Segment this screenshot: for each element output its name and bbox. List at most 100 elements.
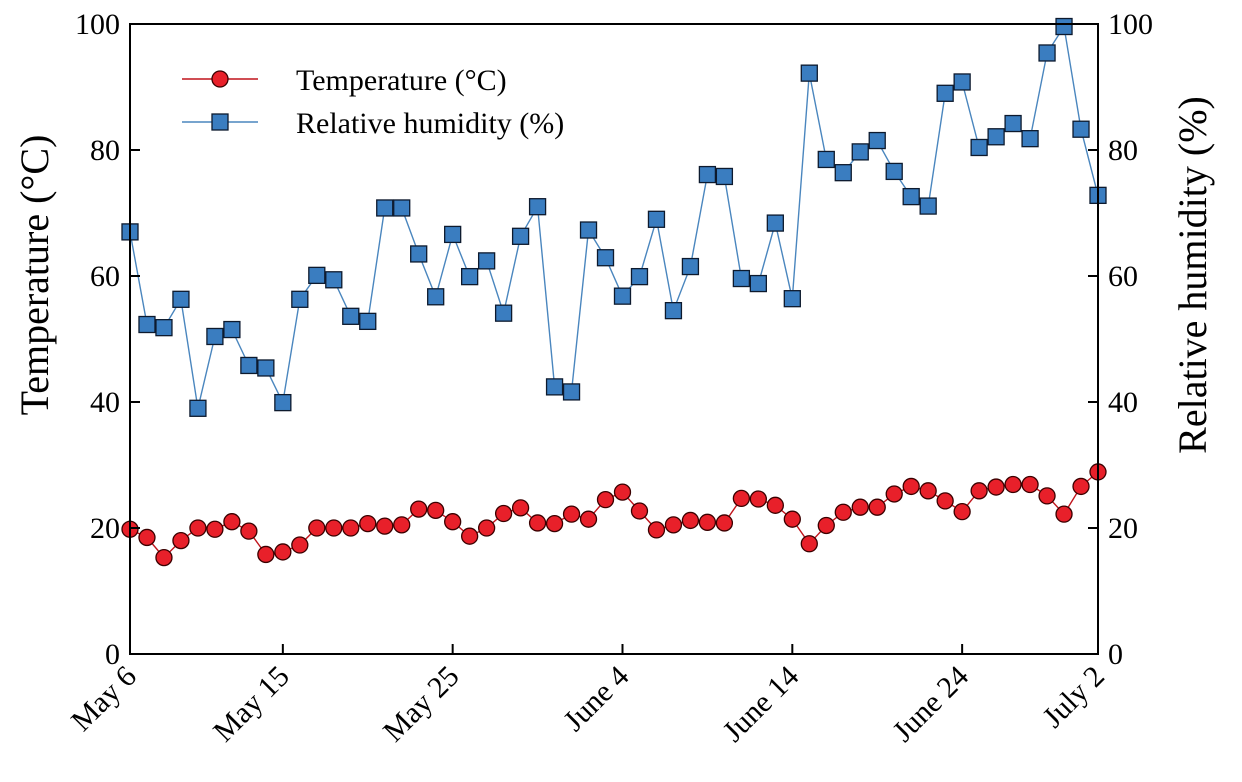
humidity-point [953, 73, 971, 91]
humidity-point [1038, 44, 1056, 62]
temperature-point [223, 513, 241, 531]
temperature-point [308, 519, 326, 537]
legend: Temperature (°C) Relative humidity (%) [182, 64, 564, 140]
temperature-point [868, 498, 886, 516]
legend-humidity-label: Relative humidity (%) [296, 107, 564, 140]
humidity-point [664, 301, 683, 320]
left-tick-label: 100 [75, 8, 120, 41]
temperature-point [885, 485, 903, 503]
humidity-point [715, 167, 734, 186]
humidity-point [1072, 120, 1090, 138]
temperature-point [834, 503, 852, 521]
temperature-point [936, 492, 954, 510]
humidity-point [902, 187, 920, 206]
humidity-point [868, 131, 886, 150]
temperature-series-line [129, 471, 1099, 559]
humidity-point [494, 304, 513, 322]
right-tick-label: 80 [1108, 134, 1138, 167]
humidity-point [427, 288, 445, 306]
humidity-point [766, 214, 784, 232]
temperature-point [766, 496, 784, 514]
humidity-point [1055, 17, 1073, 36]
right-tick-label: 40 [1108, 386, 1138, 419]
humidity-point [851, 143, 869, 161]
humidity-point [545, 378, 564, 396]
temperature-point [257, 545, 275, 564]
humidity-point [681, 257, 700, 276]
humidity-point [630, 267, 649, 286]
right-tick-label: 20 [1108, 512, 1138, 545]
humidity-point [698, 165, 717, 184]
temperature-point [342, 519, 360, 537]
temperature-point [800, 535, 818, 553]
humidity-point [885, 162, 903, 181]
temperature-point [715, 514, 734, 532]
left-tick-label: 60 [90, 260, 120, 293]
temperature-point [1004, 475, 1022, 494]
temperature-point [817, 516, 835, 535]
temperature-point [851, 498, 869, 516]
humidity-point [800, 64, 818, 82]
bottom-tick-label: May 25 [377, 660, 466, 749]
temperature-point [579, 510, 598, 528]
bottom-tick-label: July 2 [1036, 660, 1111, 735]
humidity-point [359, 312, 377, 331]
humidity-point [783, 290, 801, 308]
humidity-point [834, 164, 852, 182]
humidity-point [376, 199, 394, 217]
humidity-point [291, 290, 309, 308]
temperature-point [919, 482, 937, 500]
temperature-point [528, 514, 547, 532]
temperature-point [172, 531, 190, 550]
humidity-point [647, 210, 666, 228]
humidity-point [562, 383, 581, 401]
humidity-point [308, 266, 326, 285]
temperature-point [902, 477, 920, 496]
temperature-point [138, 528, 156, 547]
temperature-point [511, 499, 530, 517]
temperature-point [393, 516, 411, 534]
humidity-point [444, 225, 462, 244]
temperature-point [664, 516, 683, 534]
humidity-point [240, 356, 258, 375]
left-tick-label: 20 [90, 512, 120, 545]
humidity-point [410, 245, 428, 263]
temperature-point [783, 510, 801, 528]
humidity-point [817, 150, 835, 169]
temperature-point [630, 502, 649, 520]
right-tick-label: 60 [1108, 260, 1138, 293]
temperature-point [376, 517, 394, 535]
temperature-point [274, 543, 292, 561]
bottom-axis-ticks: May 6 May 15 May 25 June 4 June 14 June 24 Jul… [65, 644, 1111, 748]
humidity-point [257, 359, 275, 377]
humidity-point [342, 307, 360, 325]
temperature-point [987, 478, 1005, 496]
humidity-point [189, 399, 207, 417]
humidity-point [393, 199, 411, 217]
temperature-point [291, 536, 309, 554]
temperature-point [613, 483, 632, 501]
temperature-point [698, 513, 717, 531]
humidity-point [970, 138, 988, 157]
plot-frame [129, 23, 1099, 655]
temperature-point [240, 522, 258, 540]
right-axis-title: Relative humidity (%) [1170, 96, 1215, 454]
humidity-point [1004, 114, 1022, 133]
left-axis-title: Temperature (°C) [12, 135, 57, 416]
humidity-point [919, 197, 937, 215]
humidity-point [511, 227, 530, 245]
humidity-point [1021, 130, 1039, 148]
humidity-point [528, 198, 547, 216]
temperature-point [189, 519, 207, 537]
temperature-point [206, 520, 224, 538]
right-axis-ticks: 0 20 40 60 80 100 [1088, 8, 1153, 671]
right-tick-label: 0 [1108, 638, 1123, 671]
humidity-point [987, 128, 1005, 146]
right-tick-label: 100 [1108, 8, 1153, 41]
temperature-point [494, 504, 513, 523]
temperature-point [562, 505, 581, 523]
temperature-point [1055, 505, 1073, 523]
temperature-point [1072, 477, 1090, 496]
humidity-point [613, 287, 632, 305]
